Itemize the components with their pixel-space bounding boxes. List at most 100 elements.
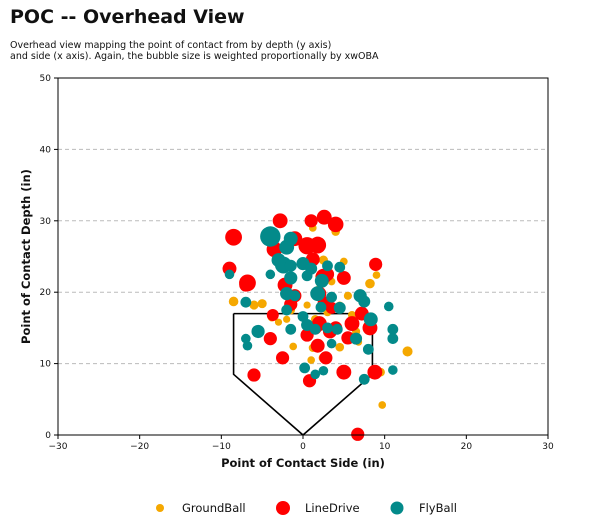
x-tick-label-4: 10 <box>379 442 391 452</box>
flyball-point-18 <box>326 291 337 303</box>
groundball-point-1 <box>249 300 259 310</box>
linedrive-point-33 <box>319 351 333 365</box>
points-layer <box>222 209 413 441</box>
flyball-point-33 <box>322 322 333 334</box>
x-tick-label-6: 30 <box>542 442 554 452</box>
legend-label-flyball: FlyBall <box>419 501 457 515</box>
linedrive-point-27 <box>344 316 360 332</box>
flyball-point-39 <box>362 343 374 355</box>
flyball-point-22 <box>240 296 252 308</box>
flyball-point-29 <box>242 340 253 351</box>
groundball-point-4 <box>274 318 283 326</box>
linedrive-point-36 <box>247 368 261 382</box>
flyball-point-11 <box>265 269 276 280</box>
linedrive-point-32 <box>310 338 325 353</box>
y-tick-label-2: 20 <box>40 288 52 298</box>
flyball-point-20 <box>358 295 371 308</box>
legend-marker-groundball <box>156 504 164 512</box>
x-tick-label-1: −20 <box>130 442 149 452</box>
linedrive-point-39 <box>351 427 365 441</box>
flyball-point-17 <box>289 290 301 302</box>
flyball-point-12 <box>284 271 298 285</box>
flyball-point-14 <box>224 269 235 280</box>
groundball-point-16 <box>365 278 375 289</box>
flyball-point-30 <box>285 323 297 335</box>
x-axis-label: Point of Contact Side (in) <box>221 456 385 470</box>
groundball-point-2 <box>257 299 267 309</box>
linedrive-point-0 <box>225 228 242 246</box>
groundball-point-36 <box>303 301 311 309</box>
flyball-point-37 <box>387 323 399 335</box>
flyball-point-43 <box>318 365 329 376</box>
flyball-point-27 <box>251 324 265 339</box>
linedrive-point-20 <box>369 257 383 271</box>
chart-subtitle: Overhead view mapping the point of conta… <box>10 40 480 62</box>
legend-label-linedrive: LineDrive <box>305 501 360 515</box>
groundball-point-25 <box>307 356 316 364</box>
ticks-layer: −30 −20 −10 0 10 20 30 0 10 20 30 40 50 <box>40 74 554 452</box>
groundball-point-31 <box>402 346 413 357</box>
flyball-point-8 <box>322 260 333 272</box>
flyball-point-13 <box>301 270 313 282</box>
groundball-point-26 <box>335 342 345 352</box>
groundball-point-30 <box>378 401 387 409</box>
flyball-point-16 <box>310 286 326 302</box>
flyball-point-41 <box>299 362 311 374</box>
flyball-point-0 <box>260 226 281 247</box>
legend-marker-flyball <box>390 501 404 515</box>
flyball-point-34 <box>331 323 343 335</box>
x-tick-label-2: −10 <box>212 442 231 452</box>
flyball-point-45 <box>388 365 398 375</box>
y-tick-label-3: 30 <box>40 217 52 227</box>
linedrive-point-21 <box>266 309 279 322</box>
flyball-point-35 <box>350 332 363 345</box>
subtitle-line-1: Overhead view mapping the point of conta… <box>10 40 332 51</box>
linedrive-point-6 <box>327 216 344 233</box>
linedrive-point-11 <box>239 278 253 292</box>
flyball-point-23 <box>281 304 293 316</box>
flyball-point-5 <box>284 259 297 272</box>
x-tick-label-0: −30 <box>49 442 68 452</box>
subtitle-line-2: and side (x axis). Again, the bubble siz… <box>10 51 379 62</box>
linedrive-point-38 <box>336 364 352 380</box>
legend-marker-linedrive <box>276 501 290 515</box>
flyball-point-24 <box>297 311 309 322</box>
groundball-point-14 <box>343 291 352 300</box>
linedrive-point-35 <box>367 364 383 380</box>
flyball-point-44 <box>358 373 370 385</box>
flyball-point-32 <box>309 323 321 335</box>
groundball-point-22 <box>289 342 298 351</box>
y-axis-label: Point of Contact Depth (in) <box>19 169 33 344</box>
y-tick-label-5: 50 <box>40 74 52 84</box>
flyball-point-36 <box>363 312 378 327</box>
flyball-point-21 <box>383 301 394 312</box>
linedrive-point-1 <box>272 213 288 229</box>
groundball-point-35 <box>283 315 291 323</box>
linedrive-point-19 <box>336 270 351 285</box>
chart-title: POC -- Overhead View <box>10 6 245 28</box>
linedrive-point-31 <box>275 351 290 365</box>
flyball-point-9 <box>314 273 329 288</box>
flyball-point-28 <box>241 333 251 344</box>
linedrive-point-5 <box>316 209 332 225</box>
y-tick-label-4: 40 <box>40 145 52 155</box>
y-tick-label-1: 10 <box>40 360 52 370</box>
y-tick-label-0: 0 <box>45 431 51 441</box>
flyball-point-25 <box>315 301 327 313</box>
groundball-point-0 <box>228 296 239 307</box>
groundball-point-17 <box>372 271 381 279</box>
flyball-point-38 <box>387 333 399 345</box>
flyball-point-10 <box>334 261 346 273</box>
flyball-point-26 <box>333 301 346 314</box>
flyball-point-42 <box>310 369 321 380</box>
x-tick-label-3: 0 <box>300 442 306 452</box>
flyball-point-40 <box>326 338 337 349</box>
flyball-point-2 <box>283 231 298 246</box>
linedrive-point-4 <box>304 214 318 228</box>
linedrive-point-30 <box>263 332 277 346</box>
legend: GroundBall LineDrive FlyBall <box>156 501 457 515</box>
linedrive-point-7 <box>309 236 327 254</box>
x-tick-label-5: 20 <box>461 442 473 452</box>
legend-label-groundball: GroundBall <box>182 501 246 515</box>
